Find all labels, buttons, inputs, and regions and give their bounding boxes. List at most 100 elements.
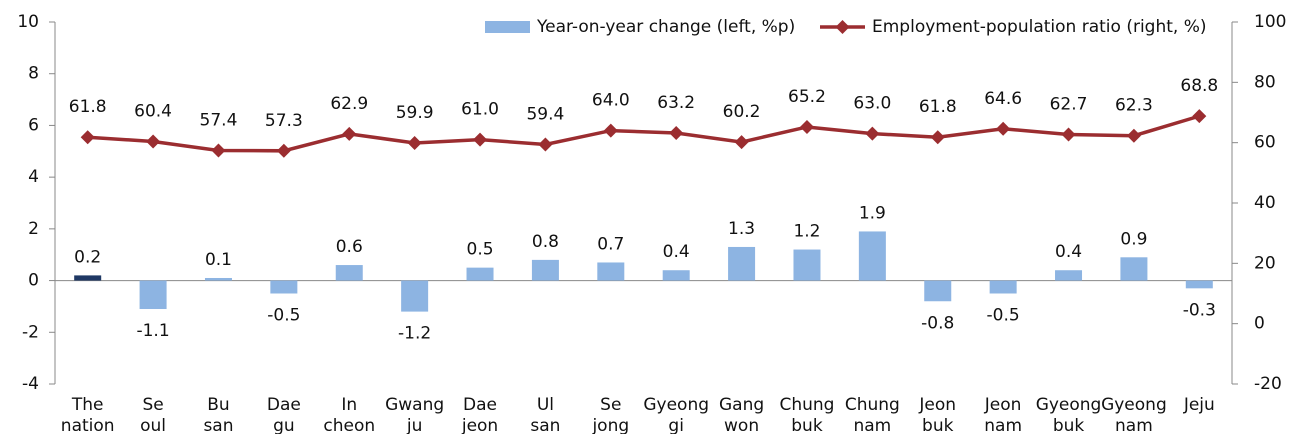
line-marker <box>80 130 95 145</box>
line-value-label: 59.9 <box>396 103 434 123</box>
bar <box>597 262 625 281</box>
y2-tick-label: 40 <box>1254 193 1276 213</box>
line-value-label: 57.4 <box>200 111 238 131</box>
y-tick-label: 2 <box>28 219 39 239</box>
x-tick-label: gu <box>273 416 295 434</box>
bar <box>74 275 102 281</box>
line-value-label: 62.3 <box>1115 96 1153 116</box>
y2-tick-label: 0 <box>1254 314 1265 334</box>
line <box>87 114 1200 153</box>
x-tick-label: buk <box>922 416 954 434</box>
line-value-label: 62.7 <box>1050 95 1088 115</box>
x-tick-label: In <box>341 395 357 415</box>
line-value-label: 68.8 <box>1180 76 1218 96</box>
bar-value-label: 0.7 <box>597 234 624 254</box>
x-tick-label: ju <box>406 416 423 434</box>
x-tick-label: san <box>203 416 233 434</box>
line-marker <box>669 126 684 141</box>
bar-value-label: 0.9 <box>1120 229 1147 249</box>
line-marker <box>799 119 814 134</box>
x-tick-label: buk <box>1053 416 1085 434</box>
line-marker <box>930 130 945 145</box>
legend-swatch <box>485 21 530 33</box>
x-tick-label: Se <box>142 395 163 415</box>
bar-value-label: 1.9 <box>859 203 886 223</box>
x-tick-label: Gyeong <box>643 395 709 415</box>
line-marker <box>1192 109 1207 124</box>
bar-value-label: 0.4 <box>663 242 690 262</box>
bar <box>204 277 232 281</box>
line-value-label: 60.2 <box>723 102 761 122</box>
line-marker <box>407 135 422 150</box>
bar-value-label: -0.8 <box>921 313 954 333</box>
line-value-label: 59.4 <box>526 104 564 124</box>
x-tick-label: Gwang <box>385 395 444 415</box>
bar <box>270 280 298 294</box>
y-tick-label: 8 <box>28 64 39 84</box>
bar <box>139 280 167 310</box>
y-tick-label: -2 <box>22 322 39 342</box>
line-value-label: 61.0 <box>461 100 499 120</box>
line-value-label: 57.3 <box>265 111 303 131</box>
x-tick-label: won <box>724 416 759 434</box>
bar <box>793 249 821 281</box>
bar <box>858 231 886 281</box>
x-tick-label: Ul <box>537 395 554 415</box>
x-tick-label: buk <box>791 416 823 434</box>
x-tick-label: Dae <box>267 395 301 415</box>
x-tick-label: nam <box>984 416 1022 434</box>
line-value-label: 65.2 <box>788 87 826 107</box>
bar <box>335 265 363 281</box>
x-tick-label: Jeon <box>918 395 956 415</box>
y2-tick-label: 100 <box>1254 12 1286 32</box>
line-value-label: 60.4 <box>134 101 172 121</box>
line-marker <box>146 134 161 149</box>
bar-value-label: -1.2 <box>398 324 431 344</box>
x-tick-label: The <box>71 395 104 415</box>
line-value-label: 63.0 <box>853 94 891 114</box>
bar-value-label: -0.3 <box>1183 300 1216 320</box>
y-tick-label: 6 <box>28 115 39 135</box>
bar <box>466 267 494 281</box>
bar <box>728 246 756 281</box>
bar <box>662 270 690 281</box>
x-tick-label: oul <box>140 416 166 434</box>
x-tick-label: Chung <box>845 395 900 415</box>
line-value-label: 61.8 <box>69 97 107 117</box>
x-tick-label: Jeon <box>984 395 1022 415</box>
y2-tick-label: -20 <box>1254 374 1282 394</box>
bar-value-label: -0.5 <box>987 306 1020 326</box>
x-tick-label: Gang <box>719 395 764 415</box>
bar-value-label: 0.1 <box>205 250 232 270</box>
x-tick-label: nam <box>853 416 891 434</box>
bar-value-label: 0.2 <box>74 247 101 267</box>
x-tick-label: Dae <box>463 395 497 415</box>
x-tick-label: san <box>530 416 560 434</box>
line-value-label: 62.9 <box>330 94 368 114</box>
y-tick-label: 0 <box>28 271 39 291</box>
bar-value-label: 0.6 <box>336 237 363 257</box>
legend-label: Employment-population ratio (right, %) <box>872 17 1207 37</box>
x-tick-label: Se <box>600 395 621 415</box>
x-tick-label: cheon <box>323 416 375 434</box>
line-marker <box>538 137 553 152</box>
line-marker <box>996 121 1011 136</box>
x-tick-label: gi <box>668 416 684 434</box>
x-tick-label: Bu <box>207 395 229 415</box>
y-tick-label: -4 <box>22 374 39 394</box>
x-tick-label: Gyeong <box>1101 395 1167 415</box>
bar <box>989 280 1017 294</box>
x-tick-label: jong <box>591 416 629 434</box>
line-marker <box>342 126 357 141</box>
bar-value-label: 1.3 <box>728 219 755 239</box>
bar <box>924 280 952 302</box>
x-tick-label: jeon <box>461 416 498 434</box>
line-value-label: 61.8 <box>919 97 957 117</box>
line-value-label: 64.6 <box>984 89 1022 109</box>
bar-value-label: 0.5 <box>467 240 494 260</box>
y-tick-label: 10 <box>17 12 39 32</box>
legend-label: Year-on-year change (left, %p) <box>536 17 795 37</box>
line-value-label: 63.2 <box>657 93 695 113</box>
y2-tick-label: 20 <box>1254 253 1276 273</box>
